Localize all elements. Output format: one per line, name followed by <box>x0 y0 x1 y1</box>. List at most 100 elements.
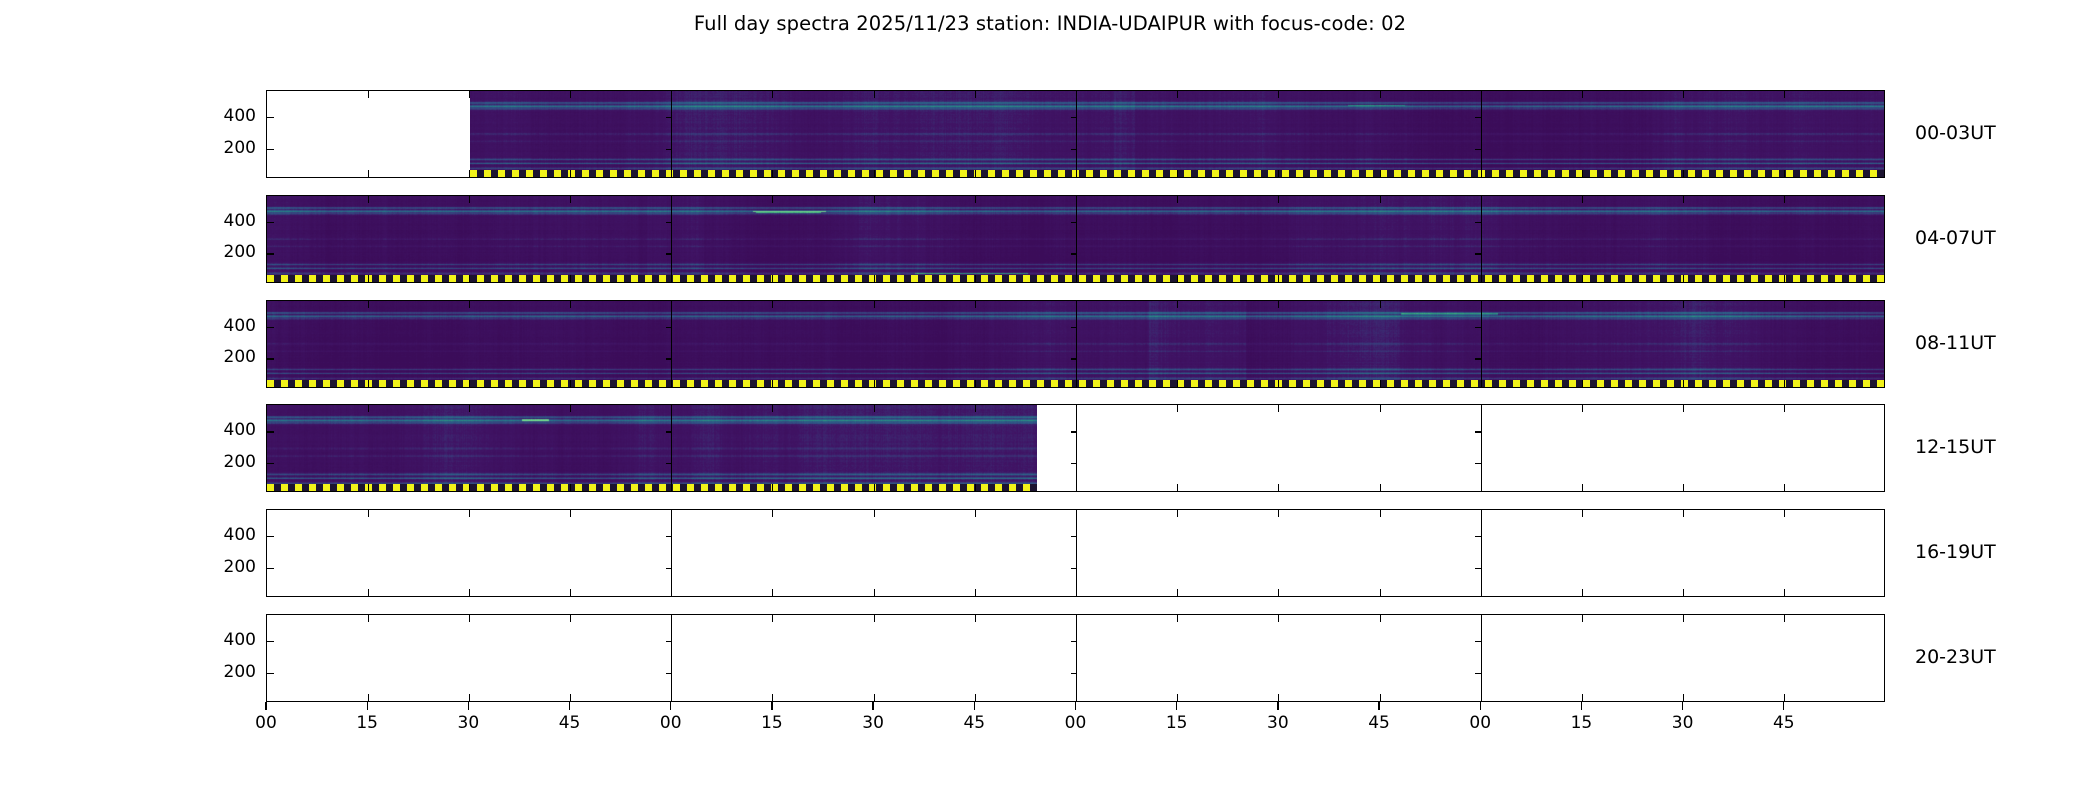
quarter-tick <box>367 170 369 177</box>
quarter-tick <box>1177 589 1179 597</box>
x-tick-label: 45 <box>1368 713 1390 733</box>
y-tick-label: 200 <box>223 661 256 682</box>
quarter-tick <box>1177 484 1179 492</box>
quarter-tick <box>468 510 470 518</box>
quarter-tick <box>974 694 976 701</box>
spectrogram-data-region <box>267 300 1884 387</box>
quarter-tick <box>367 91 369 98</box>
quarter-tick <box>570 615 572 622</box>
y-tick-label: 200 <box>223 347 256 368</box>
x-tick-label: 30 <box>1671 713 1694 733</box>
quarter-tick <box>1278 510 1280 518</box>
x-tick-mark <box>265 702 267 710</box>
quarter-tick <box>974 615 976 622</box>
y-tick-label: 400 <box>223 525 256 546</box>
y-axis-label: Frequency [MHz] <box>183 0 209 88</box>
quarter-tick <box>1177 694 1179 701</box>
x-tick-mark <box>872 702 874 710</box>
x-tick-label: 15 <box>356 713 379 733</box>
x-tick-mark <box>568 702 571 710</box>
quarter-tick <box>772 510 774 518</box>
spectrogram-data-region <box>267 405 1037 492</box>
y-tick-label: 400 <box>223 210 256 231</box>
quarter-tick <box>1278 589 1280 597</box>
y-tick-label: 200 <box>223 242 256 263</box>
y-tick-mark <box>1070 640 1077 643</box>
spectrogram-row[interactable] <box>266 299 1885 388</box>
y-tick-mark <box>665 536 672 538</box>
row-gridlines <box>267 615 1884 701</box>
x-tick-label: 15 <box>761 713 783 733</box>
spectrogram-row[interactable] <box>266 509 1885 598</box>
hour-separator <box>1075 405 1078 492</box>
quarter-tick <box>772 694 774 701</box>
quarter-tick <box>1278 694 1280 701</box>
flagged-channel-strip <box>470 170 1884 177</box>
spectrogram-row[interactable] <box>266 404 1885 493</box>
spectrogram-data-region <box>267 195 1884 282</box>
spectrogram-row[interactable] <box>266 194 1885 283</box>
x-tick-label: 15 <box>1165 713 1188 733</box>
quarter-tick <box>873 589 875 597</box>
quarter-tick <box>1177 615 1179 622</box>
quarter-tick <box>468 589 470 597</box>
quarter-tick <box>1581 405 1583 413</box>
spectrogram-row[interactable] <box>266 90 1885 178</box>
quarter-tick <box>1784 510 1786 518</box>
flagged-channel-strip <box>267 379 1884 387</box>
quarter-tick <box>367 694 369 701</box>
x-tick-label: 45 <box>1772 713 1795 733</box>
x-tick-mark <box>1378 702 1380 710</box>
hour-separator <box>1480 510 1482 597</box>
quarter-tick <box>772 615 774 622</box>
x-tick-mark <box>1783 702 1785 710</box>
quarter-tick <box>570 589 572 597</box>
quarter-tick <box>1784 615 1786 622</box>
y-tick-mark <box>267 536 274 538</box>
row-time-label: 12-15UT <box>1915 436 1996 459</box>
quarter-tick <box>873 615 875 622</box>
y-tick-mark <box>1070 567 1077 570</box>
y-tick-mark <box>665 672 672 674</box>
hour-separator <box>1075 615 1078 701</box>
quarter-tick <box>1581 510 1583 518</box>
quarter-tick <box>570 694 572 701</box>
y-tick-mark <box>1070 463 1077 465</box>
quarter-tick <box>468 694 470 701</box>
y-tick-mark <box>267 640 274 643</box>
quarter-tick <box>873 510 875 518</box>
quarter-tick <box>1581 589 1583 597</box>
x-tick-mark <box>670 702 672 710</box>
x-tick-mark <box>1681 702 1684 710</box>
y-tick-label: 200 <box>223 556 256 577</box>
quarter-tick <box>974 589 976 597</box>
spectrogram-row[interactable] <box>266 614 1885 702</box>
y-tick-mark <box>267 567 274 570</box>
quarter-tick <box>1683 405 1685 413</box>
y-tick-mark <box>267 148 274 150</box>
y-tick-mark <box>1070 536 1077 538</box>
y-tick-label: 400 <box>223 315 256 336</box>
quarter-tick <box>1379 405 1381 413</box>
y-tick-mark <box>267 116 274 119</box>
quarter-tick <box>1683 694 1685 701</box>
quarter-tick <box>1177 405 1179 413</box>
row-time-label: 20-23UT <box>1915 646 1996 668</box>
x-tick-label: 45 <box>558 713 581 733</box>
panel-stack: 400 200 400 200 400 200 400 200 400 200 400 200 <box>224 90 1885 702</box>
quarter-tick <box>772 589 774 597</box>
y-tick-mark <box>1475 431 1482 433</box>
y-tick-mark <box>665 567 672 570</box>
row-gridlines <box>267 510 1884 597</box>
x-tick-label: 30 <box>1267 713 1289 733</box>
x-tick-mark <box>1176 702 1178 710</box>
quarter-tick <box>873 694 875 701</box>
x-tick-mark <box>1580 702 1583 710</box>
x-tick-label: 30 <box>457 713 480 733</box>
hour-separator <box>671 510 673 597</box>
x-tick-mark <box>366 702 368 710</box>
quarter-tick <box>1379 615 1381 622</box>
quarter-tick <box>367 615 369 622</box>
figure-title: Full day spectra 2025/11/23 station: IND… <box>693 12 1407 35</box>
